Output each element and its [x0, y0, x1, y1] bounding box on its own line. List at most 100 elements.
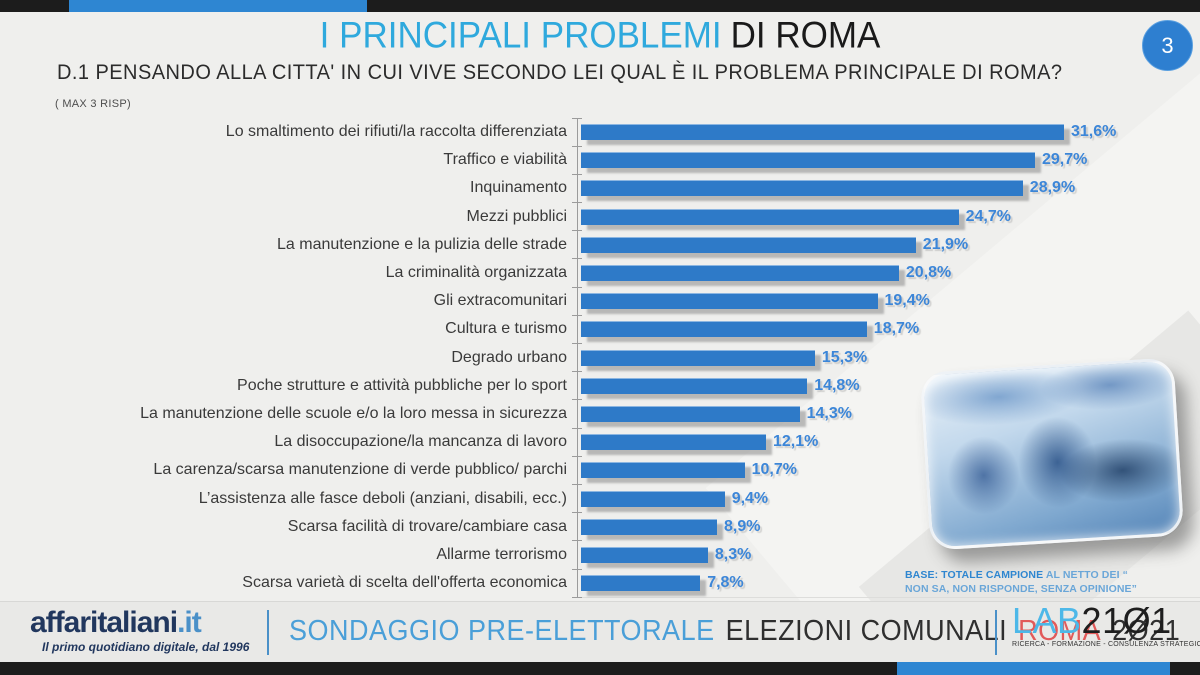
footer: affaritaliani.it Il primo quotidiano dig…: [0, 601, 1200, 663]
page-title-highlight: I PRINCIPALI PROBLEMI: [319, 14, 722, 57]
survey-question: D.1 PENSANDO ALLA CITTA' IN CUI VIVE SEC…: [57, 61, 1063, 85]
value-label: 19,4%: [884, 292, 930, 310]
page-title-rest: DI ROMA: [730, 14, 881, 57]
category-label: Gli extracomunitari: [433, 292, 567, 310]
base-note-line2: NON SA, NON RISPONDE, SENZA OPINIONE”: [905, 582, 1138, 595]
bar-area: 21,9%: [572, 230, 1200, 259]
value-label: 9,4%: [731, 489, 769, 507]
chart-row: La disoccupazione/la mancanza di lavoro 1…: [0, 427, 1200, 457]
bar-area: 19,4%: [572, 286, 1200, 316]
slide-number: 3: [1161, 32, 1174, 58]
chart-row: L’assistenza alle fasce deboli (anziani,…: [0, 483, 1200, 513]
value-label: 29,7%: [1042, 151, 1088, 169]
chart-row: Cultura e turismo 18,7%: [0, 314, 1200, 344]
base-note: BASE: TOTALE CAMPIONE AL NETTO DEI “ NON…: [905, 569, 1137, 596]
value-label: 7,8%: [707, 574, 744, 592]
bar-chart: Lo smaltimento dei rifiuti/la raccolta d…: [0, 117, 1200, 598]
bar: [581, 490, 725, 507]
value-label: 28,9%: [1029, 179, 1076, 197]
bar-area: 7,8%: [572, 568, 1200, 598]
chart-rows: Lo smaltimento dei rifiuti/la raccolta d…: [0, 117, 1200, 598]
bar-area: 8,3%: [572, 540, 1200, 569]
bar: [581, 152, 1035, 169]
value-label: 24,7%: [965, 207, 1011, 225]
bar: [581, 546, 708, 563]
value-label: 21,9%: [922, 235, 969, 253]
value-label: 8,9%: [724, 517, 761, 535]
category-label: Mezzi pubblici: [466, 207, 567, 225]
lab2101-logo: LAB21Ø1 RICERCA - FORMAZIONE - CONSULENZ…: [1012, 603, 1200, 649]
bar: [581, 293, 878, 310]
category-label: Inquinamento: [470, 179, 567, 197]
bar-area: 20,8%: [572, 258, 1200, 288]
chart-row: Scarsa varietà di scelta dell'offerta ec…: [0, 568, 1200, 598]
chart-baseline-rule: [575, 597, 1200, 598]
footer-caption: SONDAGGIO PRE-ELETTORALE ELEZIONI COMUNAL…: [289, 615, 1191, 648]
bar: [581, 377, 808, 394]
category-label: Cultura e turismo: [445, 320, 567, 338]
caption-roma: ROMA: [1018, 615, 1102, 647]
category-label: Lo smaltimento dei rifiuti/la raccolta d…: [225, 123, 567, 141]
category-label: La manutenzione e la pulizia delle strad…: [277, 235, 567, 253]
category-label: Scarsa varietà di scelta dell'offerta ec…: [242, 574, 567, 592]
value-label: 20,8%: [905, 264, 952, 282]
category-label: L’assistenza alle fasce deboli (anziani,…: [198, 489, 567, 507]
top-bar: [0, 0, 1200, 12]
chart-row: Mezzi pubblici 24,7%: [0, 202, 1200, 231]
page-title: I PRINCIPALI PROBLEMI DI ROMA: [0, 15, 1200, 57]
category-label: Degrado urbano: [451, 348, 567, 366]
bar-area: 31,6%: [572, 117, 1200, 147]
bar-area: 28,9%: [572, 173, 1200, 203]
chart-row: Gli extracomunitari 19,4%: [0, 286, 1200, 316]
bar: [581, 405, 800, 422]
bar: [581, 124, 1064, 141]
base-note-rest: AL NETTO DEI “: [1043, 569, 1128, 581]
slide-number-badge: 3: [1142, 20, 1193, 71]
bar: [581, 462, 745, 479]
bar-area: 9,4%: [572, 483, 1200, 513]
bar: [581, 518, 717, 535]
affaritaliani-logo-main: affaritaliani: [30, 606, 178, 639]
chart-row: Traffico e viabilità 29,7%: [0, 145, 1200, 175]
chart-row: La carenza/scarsa manutenzione di verde …: [0, 455, 1200, 485]
category-label: Scarsa facilità di trovare/cambiare casa: [287, 517, 567, 535]
top-bar-accent: [69, 0, 367, 12]
caption-year: 2Ø21: [1112, 615, 1181, 647]
category-label: Poche strutture e attività pubbliche per…: [237, 376, 567, 394]
value-label: 8,3%: [714, 545, 752, 563]
caption-elezioni: ELEZIONI COMUNALI: [725, 615, 1008, 647]
max-responses-note: ( MAX 3 RISP): [55, 98, 132, 110]
chart-row: La manutenzione e la pulizia delle strad…: [0, 230, 1200, 259]
bar-area: 24,7%: [572, 202, 1200, 231]
category-label: La manutenzione delle scuole e/o la loro…: [140, 404, 567, 422]
bar-area: 10,7%: [572, 455, 1200, 485]
bar: [581, 434, 766, 451]
bar: [581, 349, 815, 366]
bar-area: 18,7%: [572, 314, 1200, 344]
bar-area: 8,9%: [572, 512, 1200, 541]
value-label: 14,3%: [806, 404, 852, 422]
bar: [581, 208, 959, 225]
value-label: 15,3%: [821, 348, 868, 366]
chart-row: Scarsa facilità di trovare/cambiare casa…: [0, 512, 1200, 541]
chart-row: La criminalità organizzata 20,8%: [0, 258, 1200, 288]
chart-row: Allarme terrorismo 8,3%: [0, 540, 1200, 569]
bottom-bar: [0, 662, 1200, 675]
category-label: La criminalità organizzata: [385, 264, 567, 282]
value-label: 10,7%: [751, 461, 797, 479]
category-label: La carenza/scarsa manutenzione di verde …: [153, 461, 567, 479]
bar-area: 14,8%: [572, 371, 1200, 400]
value-label: 14,8%: [814, 376, 860, 394]
category-label: Allarme terrorismo: [436, 545, 567, 563]
chart-row: Lo smaltimento dei rifiuti/la raccolta d…: [0, 117, 1200, 147]
caption-sondaggio: SONDAGGIO PRE-ELETTORALE: [289, 615, 715, 647]
bar-area: 15,3%: [572, 342, 1200, 372]
category-label: Traffico e viabilità: [443, 151, 567, 169]
affaritaliani-logo: affaritaliani.it Il primo quotidiano dig…: [30, 606, 249, 654]
lab2101-subtitle: RICERCA - FORMAZIONE - CONSULENZA STRATE…: [1012, 641, 1200, 648]
affaritaliani-logo-suffix: .it: [177, 606, 202, 639]
category-label: La disoccupazione/la mancanza di lavoro: [274, 433, 567, 451]
chart-row: Inquinamento 28,9%: [0, 173, 1200, 203]
photo-street-workers: [919, 357, 1185, 551]
